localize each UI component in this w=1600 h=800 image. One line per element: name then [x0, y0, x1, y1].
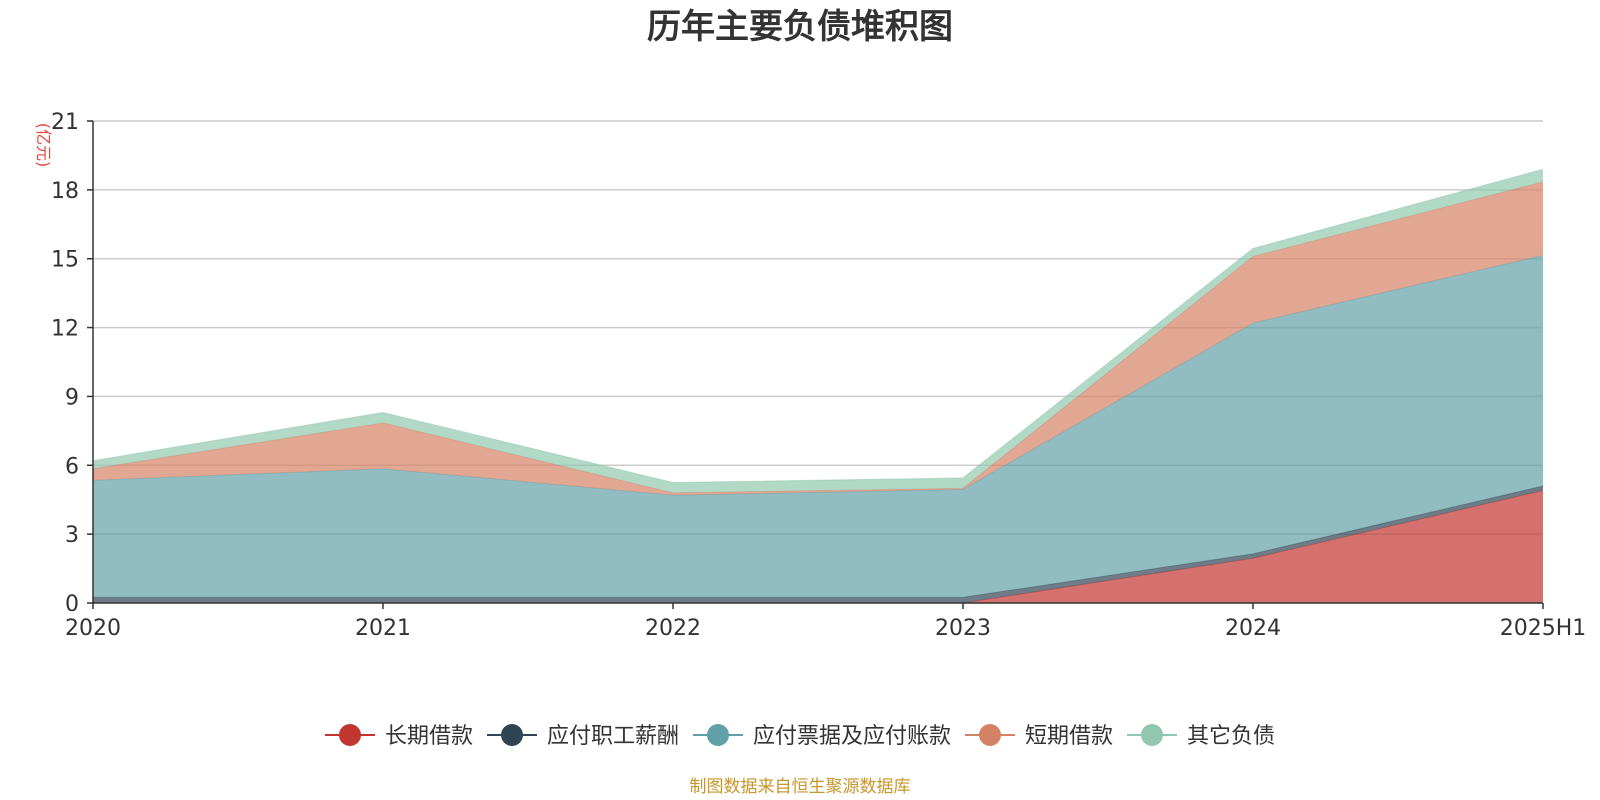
- legend-item-1[interactable]: 应付职工薪酬: [487, 724, 679, 749]
- axes: 0 3 6 9 12 15 18 21 2020 2021 2022 2023 2024 2025H1: [51, 110, 1586, 641]
- legend-label: 长期借款: [385, 724, 473, 749]
- chart-title: 历年主要负债堆积图: [647, 7, 953, 47]
- legend-label: 其它负债: [1187, 724, 1275, 749]
- legend-item-4[interactable]: 其它负债: [1127, 724, 1275, 749]
- legend: 长期借款 应付职工薪酬 应付票据及应付账款 短期借款 其它负债: [325, 724, 1275, 749]
- area-series-2: [93, 255, 1543, 598]
- legend-label: 应付职工薪酬: [547, 724, 679, 749]
- y-tick-label: 12: [51, 317, 79, 342]
- x-tick-label: 2020: [65, 616, 121, 641]
- area-edge-series-4: [92, 168, 1544, 484]
- legend-dot-icon: [1141, 724, 1163, 746]
- x-tick-label: 2022: [645, 616, 701, 641]
- legend-item-2[interactable]: 应付票据及应付账款: [693, 724, 951, 749]
- x-tick-label: 2024: [1225, 616, 1281, 641]
- legend-dot-icon: [707, 724, 729, 746]
- data-source-note: 制图数据来自恒生聚源数据库: [690, 777, 911, 797]
- legend-dot-icon: [339, 724, 361, 746]
- series-areas: [92, 168, 1544, 604]
- y-tick-label: 3: [65, 523, 79, 548]
- x-tick-label: 2025H1: [1500, 616, 1587, 641]
- y-tick-label: 0: [65, 592, 79, 617]
- y-tick-label: 18: [51, 179, 79, 204]
- y-tick-label: 21: [51, 110, 79, 135]
- legend-dot-icon: [979, 724, 1001, 746]
- y-unit-label: (亿元): [34, 123, 53, 168]
- y-tick-label: 6: [65, 454, 79, 479]
- y-tick-label: 9: [65, 385, 79, 410]
- y-tick-label: 15: [51, 248, 79, 273]
- x-tick-label: 2023: [935, 616, 991, 641]
- legend-item-3[interactable]: 短期借款: [965, 724, 1113, 749]
- legend-label: 短期借款: [1025, 724, 1113, 749]
- legend-label: 应付票据及应付账款: [753, 724, 951, 749]
- legend-dot-icon: [501, 724, 523, 746]
- legend-item-0[interactable]: 长期借款: [325, 724, 473, 749]
- area-series-3: [93, 181, 1543, 496]
- area-series-0: [93, 490, 1543, 603]
- x-tick-label: 2021: [355, 616, 411, 641]
